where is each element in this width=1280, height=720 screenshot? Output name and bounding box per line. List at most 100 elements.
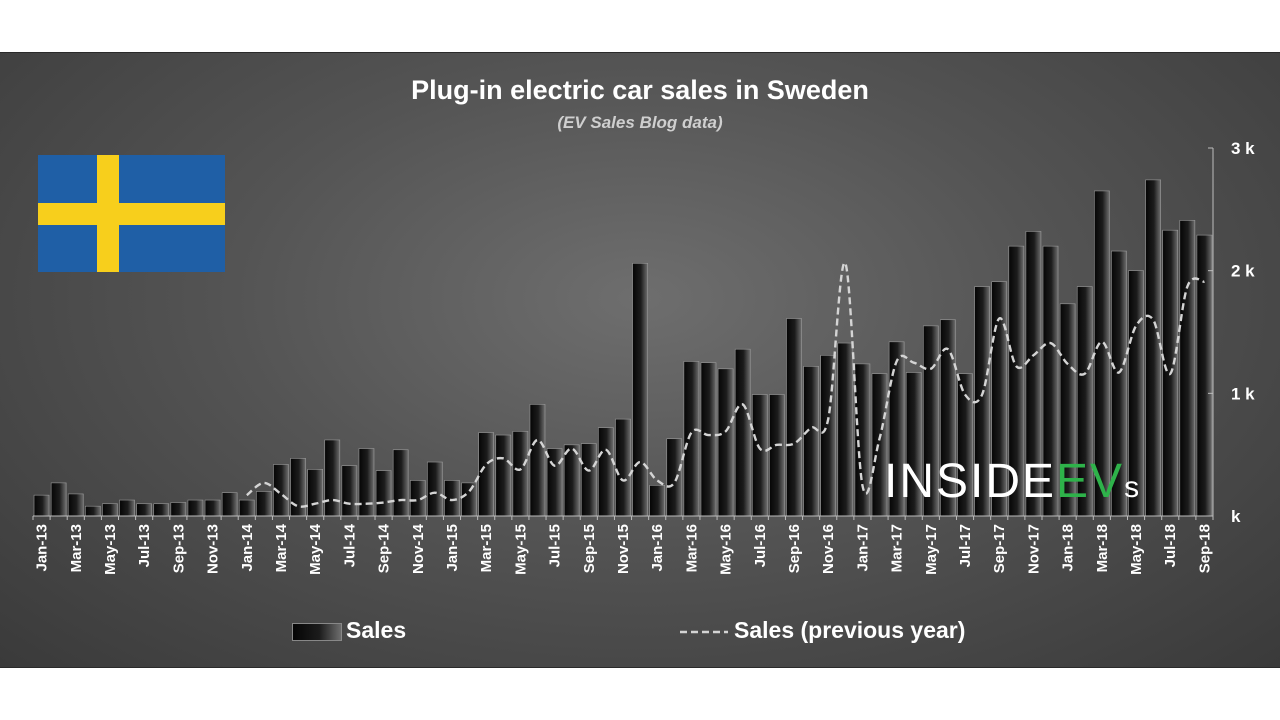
sales-bar xyxy=(461,482,477,517)
x-tick-label: Sep-16 xyxy=(786,524,803,573)
sales-bar xyxy=(546,448,563,517)
x-tick-label: Jan-18 xyxy=(1060,524,1077,572)
legend-sales-swatch xyxy=(292,622,342,641)
sales-bar xyxy=(33,494,50,517)
sales-bar xyxy=(102,503,118,517)
sales-bar xyxy=(615,418,631,517)
x-tick-label: Jan-17 xyxy=(854,524,871,572)
sales-bar xyxy=(427,461,443,517)
x-tick-label: May-14 xyxy=(307,523,324,575)
sales-bar xyxy=(769,394,785,517)
insideevs-logo-icon: INSIDEEVs xyxy=(884,455,1141,507)
sales-bar xyxy=(803,366,819,517)
sales-bar xyxy=(324,439,341,517)
watermark-ev: EV xyxy=(1056,455,1124,507)
x-tick-label: May-16 xyxy=(718,524,735,575)
x-tick-label: Jul-18 xyxy=(1162,524,1179,567)
sales-bar xyxy=(683,361,700,517)
sales-bar xyxy=(700,362,717,517)
chart-title: Plug-in electric car sales in Sweden xyxy=(411,75,869,105)
sales-bar xyxy=(238,499,255,517)
sales-bar xyxy=(392,449,409,517)
x-tick-label: May-13 xyxy=(102,524,119,575)
legend-previous-year-label: Sales (previous year) xyxy=(734,617,966,643)
x-tick-label: May-17 xyxy=(923,524,940,575)
x-tick-label: Nov-14 xyxy=(410,523,427,574)
chart-panel: Plug-in electric car sales in Sweden (EV… xyxy=(0,52,1280,668)
sales-bar xyxy=(341,465,358,517)
sales-bar xyxy=(204,499,221,517)
x-tick-label: Nov-16 xyxy=(820,524,837,574)
x-tick-label: Mar-14 xyxy=(273,523,290,572)
flag-cross-horizontal xyxy=(38,203,225,225)
x-tick-label: Jan-15 xyxy=(444,524,461,572)
plot-area: k 1 k 2 k 3 k Jan-13 Mar-13 May-13 Jul-13 Sep-1… xyxy=(32,139,1255,575)
x-tick-label: Jul-17 xyxy=(957,524,974,567)
sweden-flag-icon xyxy=(38,155,225,272)
x-tick-label: May-18 xyxy=(1128,524,1145,575)
x-tick-label: Jan-16 xyxy=(649,524,666,572)
sales-bar xyxy=(563,444,580,517)
sales-previous-year-line xyxy=(246,261,1205,508)
sales-bar xyxy=(717,368,734,517)
x-tick-label: Jul-13 xyxy=(136,524,153,567)
x-tick-label: Nov-13 xyxy=(205,524,222,574)
sales-bar xyxy=(512,431,529,517)
y-axis-ticks: k 1 k 2 k 3 k xyxy=(1208,139,1255,526)
x-tick-label: Sep-18 xyxy=(1196,524,1213,573)
sales-bar xyxy=(256,491,272,517)
legend-previous-year-swatch xyxy=(680,630,728,634)
sales-bar xyxy=(580,443,597,517)
sales-bar xyxy=(666,438,683,517)
x-tick-label: Mar-17 xyxy=(889,524,906,572)
sales-bar xyxy=(837,342,854,517)
sales-bar xyxy=(221,492,238,517)
legend-previous-year: Sales (previous year) xyxy=(678,617,965,644)
watermark-inside: INSIDE xyxy=(884,455,1056,507)
x-tick-label: Jul-16 xyxy=(752,524,769,567)
sales-bar xyxy=(307,469,323,517)
sales-bar xyxy=(67,493,84,517)
x-tick-label: Jul-15 xyxy=(547,524,564,567)
sales-bar xyxy=(632,263,648,517)
x-tick-label: Mar-16 xyxy=(683,524,700,572)
sales-bar xyxy=(153,503,170,517)
x-tick-label: Sep-14 xyxy=(376,523,393,573)
x-tick-label: Jan-14 xyxy=(239,523,256,571)
watermark-s: s xyxy=(1124,471,1141,504)
y-tick-label: 1 k xyxy=(1231,384,1255,403)
sales-bar xyxy=(136,503,152,517)
sales-bar xyxy=(495,434,512,517)
y-tick-label: k xyxy=(1231,507,1241,526)
x-tick-label: Mar-18 xyxy=(1094,524,1111,572)
sales-bar xyxy=(598,427,614,517)
sales-bar xyxy=(444,480,460,517)
legend-sales-label: Sales xyxy=(346,617,407,643)
x-tick-label: May-15 xyxy=(512,524,529,575)
x-tick-label: Jan-13 xyxy=(34,524,51,572)
legend-sales: Sales xyxy=(292,617,406,644)
sales-bar xyxy=(751,394,768,517)
sales-bar xyxy=(170,502,187,517)
sales-bar xyxy=(820,355,837,517)
sales-bar xyxy=(649,485,666,517)
sales-bar xyxy=(478,432,495,517)
sales-bar xyxy=(119,499,135,517)
x-tick-label: Jul-14 xyxy=(341,523,358,567)
sales-bar xyxy=(358,448,375,517)
sales-bar xyxy=(734,348,751,517)
sales-bar xyxy=(529,404,546,517)
x-tick-label: Nov-17 xyxy=(1025,524,1042,574)
x-axis-ticks: Jan-13 Mar-13 May-13 Jul-13 Sep-13 Nov-13 Jan-… xyxy=(32,516,1214,575)
x-tick-label: Mar-13 xyxy=(68,524,85,572)
x-tick-label: Sep-13 xyxy=(170,524,187,573)
sales-bar xyxy=(85,505,101,517)
x-tick-label: Sep-15 xyxy=(581,524,598,573)
x-tick-label: Mar-15 xyxy=(478,524,495,572)
x-tick-label: Nov-15 xyxy=(615,524,632,574)
y-tick-label: 3 k xyxy=(1231,139,1255,158)
y-tick-label: 2 k xyxy=(1231,262,1255,281)
sales-bar xyxy=(187,499,204,517)
sales-bar xyxy=(50,482,67,517)
x-tick-label: Sep-17 xyxy=(991,524,1008,573)
